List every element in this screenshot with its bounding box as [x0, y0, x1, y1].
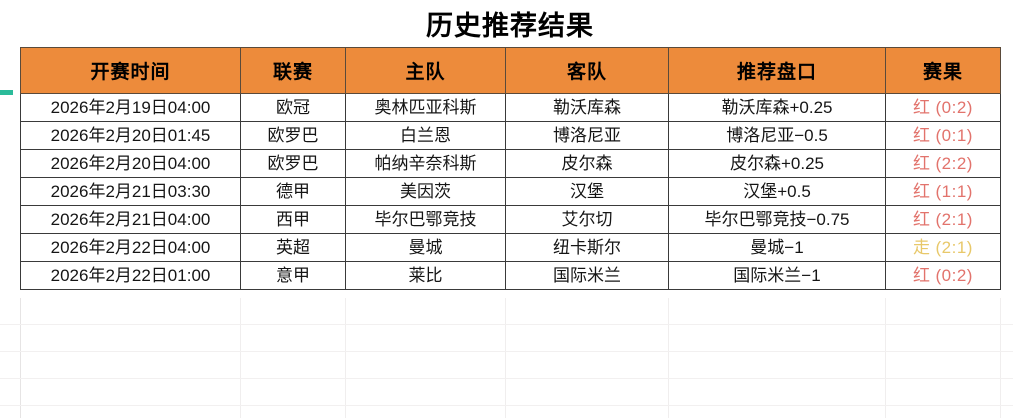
cell-home[interactable]: 奥林匹亚科斯 — [345, 93, 506, 122]
column-header-league[interactable]: 联赛 — [240, 47, 346, 94]
table-row[interactable]: 2026年2月21日04:00 西甲 毕尔巴鄂竞技 艾尔切 毕尔巴鄂竞技−0.75 红 (2… — [20, 205, 1001, 234]
cell-time[interactable]: 2026年2月20日01:45 — [20, 121, 241, 150]
result-outcome-label: 走 — [913, 238, 931, 257]
cell-away[interactable]: 皮尔森 — [505, 149, 669, 178]
table-row[interactable]: 2026年2月22日04:00 英超 曼城 纽卡斯尔 曼城−1 走 (2:1) — [20, 233, 1001, 262]
result-score: (0:1) — [935, 126, 973, 145]
column-header-line[interactable]: 推荐盘口 — [668, 47, 886, 94]
cell-line[interactable]: 汉堡+0.5 — [668, 177, 886, 206]
cell-league[interactable]: 欧罗巴 — [240, 121, 346, 150]
table-row[interactable]: 2026年2月22日01:00 意甲 莱比 国际米兰 国际米兰−1 红 (0:2) — [20, 261, 1001, 290]
result-outcome-label: 红 — [913, 210, 931, 229]
table-row[interactable]: 2026年2月20日04:00 欧罗巴 帕纳辛奈科斯 皮尔森 皮尔森+0.25 红 (2:2… — [20, 149, 1001, 178]
cell-time[interactable]: 2026年2月21日03:30 — [20, 177, 241, 206]
result-score: (2:2) — [935, 154, 973, 173]
cell-line[interactable]: 勒沃库森+0.25 — [668, 93, 886, 122]
cell-away[interactable]: 国际米兰 — [505, 261, 669, 290]
cell-time[interactable]: 2026年2月22日01:00 — [20, 261, 241, 290]
cell-home[interactable]: 毕尔巴鄂竞技 — [345, 205, 506, 234]
table-body: 2026年2月19日04:00 欧冠 奥林匹亚科斯 勒沃库森 勒沃库森+0.25 红 (0:… — [20, 93, 1001, 290]
cell-away[interactable]: 艾尔切 — [505, 205, 669, 234]
table-row[interactable]: 2026年2月19日04:00 欧冠 奥林匹亚科斯 勒沃库森 勒沃库森+0.25 红 (0:… — [20, 93, 1001, 122]
cell-line[interactable]: 国际米兰−1 — [668, 261, 886, 290]
cell-time[interactable]: 2026年2月21日04:00 — [20, 205, 241, 234]
cell-line[interactable]: 博洛尼亚−0.5 — [668, 121, 886, 150]
empty-grid-lines — [0, 298, 1013, 418]
result-score: (2:1) — [935, 238, 973, 257]
cell-away[interactable]: 汉堡 — [505, 177, 669, 206]
page-title: 历史推荐结果 — [20, 0, 1000, 46]
cell-league[interactable]: 英超 — [240, 233, 346, 262]
column-header-time[interactable]: 开赛时间 — [20, 47, 241, 94]
cell-result[interactable]: 红 (2:1) — [885, 205, 1001, 234]
result-outcome-label: 红 — [913, 98, 931, 117]
cell-home[interactable]: 莱比 — [345, 261, 506, 290]
cell-result[interactable]: 红 (0:2) — [885, 261, 1001, 290]
page-title-text: 历史推荐结果 — [426, 10, 594, 41]
result-outcome-label: 红 — [913, 154, 931, 173]
result-score: (1:1) — [935, 182, 973, 201]
table-header-row: 开赛时间 联赛 主队 客队 推荐盘口 赛果 — [20, 47, 1001, 94]
table-row[interactable]: 2026年2月21日03:30 德甲 美因茨 汉堡 汉堡+0.5 红 (1:1) — [20, 177, 1001, 206]
cell-result[interactable]: 走 (2:1) — [885, 233, 1001, 262]
cell-result[interactable]: 红 (1:1) — [885, 177, 1001, 206]
cell-time[interactable]: 2026年2月19日04:00 — [20, 93, 241, 122]
cell-home[interactable]: 白兰恩 — [345, 121, 506, 150]
cell-league[interactable]: 西甲 — [240, 205, 346, 234]
cell-result[interactable]: 红 (0:1) — [885, 121, 1001, 150]
cell-time[interactable]: 2026年2月20日04:00 — [20, 149, 241, 178]
column-header-result[interactable]: 赛果 — [885, 47, 1001, 94]
column-header-away[interactable]: 客队 — [505, 47, 669, 94]
cell-home[interactable]: 帕纳辛奈科斯 — [345, 149, 506, 178]
result-score: (2:1) — [935, 210, 973, 229]
cell-league[interactable]: 意甲 — [240, 261, 346, 290]
cell-league[interactable]: 欧罗巴 — [240, 149, 346, 178]
result-outcome-label: 红 — [913, 266, 931, 285]
cell-line[interactable]: 毕尔巴鄂竞技−0.75 — [668, 205, 886, 234]
history-results-table: 开赛时间 联赛 主队 客队 推荐盘口 赛果 2026年2月19日04:00 欧冠奥… — [20, 47, 1001, 290]
result-score: (0:2) — [935, 266, 973, 285]
cell-result[interactable]: 红 (2:2) — [885, 149, 1001, 178]
table-row[interactable]: 2026年2月20日01:45 欧罗巴 白兰恩 博洛尼亚 博洛尼亚−0.5 红 (0:1) — [20, 121, 1001, 150]
cell-time[interactable]: 2026年2月22日04:00 — [20, 233, 241, 262]
cell-away[interactable]: 博洛尼亚 — [505, 121, 669, 150]
cell-league[interactable]: 德甲 — [240, 177, 346, 206]
row-selection-marker — [0, 90, 13, 95]
cell-result[interactable]: 红 (0:2) — [885, 93, 1001, 122]
result-outcome-label: 红 — [913, 126, 931, 145]
cell-home[interactable]: 曼城 — [345, 233, 506, 262]
cell-league[interactable]: 欧冠 — [240, 93, 346, 122]
cell-home[interactable]: 美因茨 — [345, 177, 506, 206]
result-score: (0:2) — [935, 98, 973, 117]
cell-away[interactable]: 勒沃库森 — [505, 93, 669, 122]
cell-line[interactable]: 曼城−1 — [668, 233, 886, 262]
cell-line[interactable]: 皮尔森+0.25 — [668, 149, 886, 178]
column-header-home[interactable]: 主队 — [345, 47, 506, 94]
cell-away[interactable]: 纽卡斯尔 — [505, 233, 669, 262]
result-outcome-label: 红 — [913, 182, 931, 201]
